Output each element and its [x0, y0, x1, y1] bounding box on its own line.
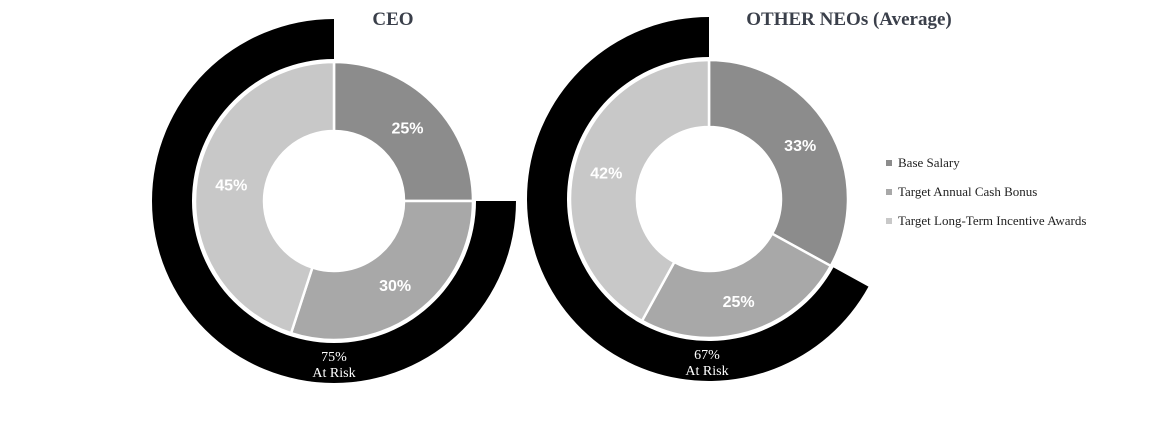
ceo-slice-target-annual-cash-bonus — [289, 199, 475, 342]
ceo-at-risk-percent: 75% — [321, 350, 347, 365]
ceo-slice-label-base-salary: 25% — [391, 121, 423, 138]
other-neos-slice-label-target-long-term-incentive: 42% — [590, 166, 622, 183]
legend-item-base-salary: Base Salary — [886, 155, 1096, 170]
ceo-slice-label-target-annual-cash-bonus: 30% — [379, 278, 411, 295]
other-neos-donut-chart: 33% 25% 42% 67%At Risk OTHER NEOs (Average) — [527, 9, 952, 381]
legend-swatch-target-long-term-incentive — [886, 218, 892, 224]
other-neos-slice-label-target-annual-cash-bonus: 25% — [723, 294, 755, 311]
other-neos-slice-target-long-term-incentive — [568, 58, 711, 323]
other-neos-at-risk-text: At Risk — [685, 364, 728, 379]
ceo-slice-target-long-term-incentive — [193, 60, 336, 335]
other-neos-at-risk-percent: 67% — [694, 348, 720, 363]
ceo-chart-title: CEO — [372, 9, 413, 30]
other-neos-slice-target-annual-cash-bonus — [640, 232, 833, 340]
other-neos-chart-title: OTHER NEOs (Average) — [746, 9, 951, 30]
legend-swatch-base-salary — [886, 160, 892, 166]
legend-swatch-target-annual-cash-bonus — [886, 189, 892, 195]
ceo-at-risk-text: At Risk — [312, 366, 355, 381]
other-neos-slice-base-salary — [707, 58, 850, 268]
legend-label-target-annual-cash-bonus: Target Annual Cash Bonus — [898, 184, 1038, 199]
legend-item-target-annual-cash-bonus: Target Annual Cash Bonus — [886, 184, 1096, 199]
ceo-slice-base-salary — [332, 60, 475, 203]
legend-label-target-long-term-incentive: Target Long-Term Incentive Awards — [898, 213, 1087, 228]
other-neos-slice-label-base-salary: 33% — [784, 138, 816, 155]
legend-label-base-salary: Base Salary — [898, 155, 960, 170]
ceo-slice-label-target-long-term-incentive: 45% — [215, 178, 247, 195]
ceo-donut-chart: 25% 30% 45% 75%At Risk CEO — [152, 9, 516, 383]
legend-item-target-long-term-incentive: Target Long-Term Incentive Awards — [886, 213, 1096, 228]
chart-legend: Base Salary Target Annual Cash Bonus Tar… — [886, 155, 1096, 242]
